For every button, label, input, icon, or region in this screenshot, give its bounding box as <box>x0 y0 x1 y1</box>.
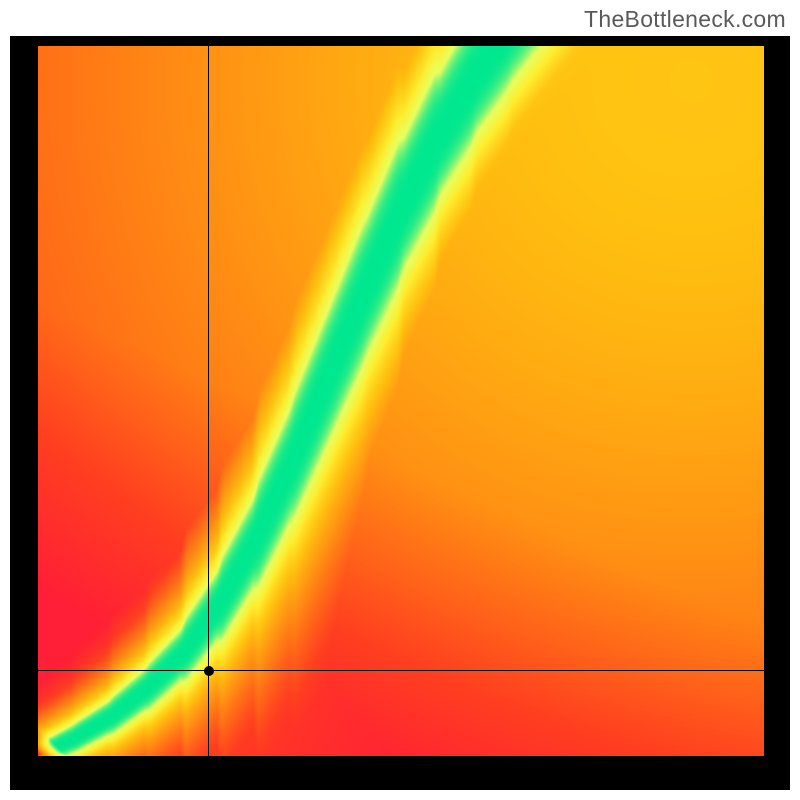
crosshair-vertical <box>208 46 209 756</box>
heatmap-canvas <box>38 46 764 756</box>
watermark-text: TheBottleneck.com <box>584 6 786 33</box>
plot-frame <box>10 36 790 790</box>
crosshair-horizontal <box>38 670 764 671</box>
heatmap-area <box>38 46 764 756</box>
crosshair-marker <box>204 666 214 676</box>
